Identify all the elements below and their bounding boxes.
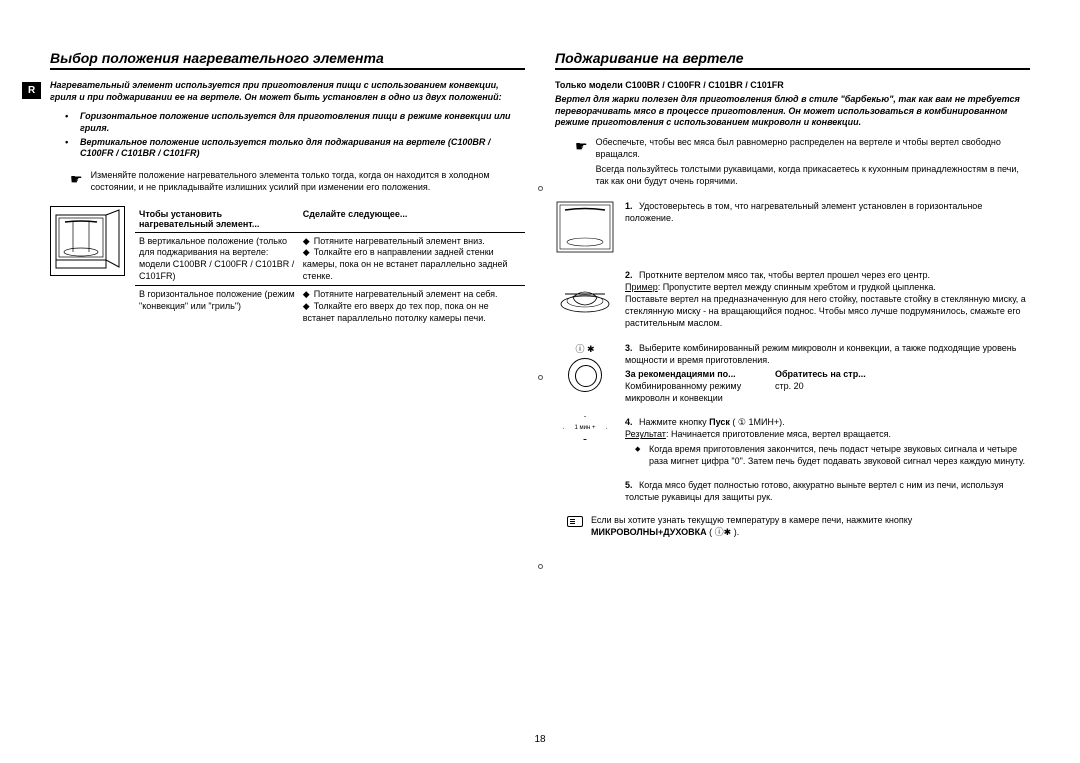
step3-text: Выберите комбинированный режим микроволн… <box>625 343 1016 365</box>
step-4: 1 мин + 4. Нажмите кнопку Пуск ( ① 1МИН+… <box>555 416 1030 467</box>
start-button-icon: 1 мин + <box>563 416 607 440</box>
step4-num: 4. <box>625 417 633 427</box>
left-column: R Выбор положения нагревательного элемен… <box>50 50 525 700</box>
models-line: Только модели C100BR / C100FR / C101BR /… <box>555 80 1030 90</box>
note-end: ( ⓘ✱ ). <box>707 527 740 537</box>
right-intro: Вертел для жарки полезен для приготовлен… <box>555 94 1030 129</box>
step4-sub: Когда время приготовления закончится, пе… <box>639 443 1030 467</box>
step4-result-label: Результат <box>625 429 666 439</box>
page-number: 18 <box>534 734 545 745</box>
step3-num: 3. <box>625 343 633 353</box>
step5-text: Когда мясо будет полностью готово, аккур… <box>625 480 1003 502</box>
step-2: 2. Проткните вертелом мясо так, чтобы ве… <box>555 269 1030 330</box>
step1-text: Удостоверьтесь в том, что нагревательный… <box>625 201 982 223</box>
mode-icons: ⓘ ✱ <box>555 342 615 355</box>
step4-a: Нажмите кнопку <box>639 417 709 427</box>
left-table-row: Чтобы установить нагревательный элемент.… <box>50 206 525 328</box>
binder-holes <box>540 60 541 690</box>
pointer-icon: ☛ <box>70 170 83 188</box>
ref-c1: Комбинированному режиму микроволн и конв… <box>625 380 775 404</box>
step2-extra: Поставьте вертел на предназначенную для … <box>625 293 1030 329</box>
step2-example-label: Пример <box>625 282 658 292</box>
note-a: Если вы хотите узнать текущую температур… <box>591 515 912 525</box>
step2-example: : Пропустите вертел между спинным хребто… <box>658 282 936 292</box>
bullet-2: Вертикальное положение используется толь… <box>70 137 525 160</box>
step2-num: 2. <box>625 270 633 280</box>
left-bullets: Горизонтальное положение используется дл… <box>50 111 525 160</box>
right-pointer: ☛ Обеспечьте, чтобы вес мяса был равноме… <box>555 137 1030 188</box>
r2c1: В горизонтальное положение (режим "конве… <box>135 286 299 328</box>
side-tab: R <box>22 82 41 99</box>
left-pointer: ☛ Изменяйте положение нагревательного эл… <box>50 170 525 193</box>
step1-illustration <box>555 200 615 257</box>
r1c2: ◆Потяните нагревательный элемент вниз. ◆… <box>299 232 525 286</box>
bullet-1: Горизонтальное положение используется дл… <box>70 111 525 134</box>
manual-page: R Выбор положения нагревательного элемен… <box>50 50 1030 700</box>
step3-illustration: ⓘ ✱ <box>555 342 615 392</box>
bottom-note: Если вы хотите узнать текущую температур… <box>555 515 1030 538</box>
step2-illustration <box>555 269 615 321</box>
step4-sublist: Когда время приготовления закончится, пе… <box>625 443 1030 467</box>
right-heading: Поджаривание на вертеле <box>555 50 1030 70</box>
left-intro: Нагревательный элемент используется при … <box>50 80 525 103</box>
step4-pusk: Пуск <box>709 417 730 427</box>
right-pointer-1: Обеспечьте, чтобы вес мяса был равномерн… <box>596 137 1030 160</box>
heating-element-table: Чтобы установить нагревательный элемент.… <box>135 206 525 328</box>
left-heading: Выбор положения нагревательного элемента <box>50 50 525 70</box>
r1c1: В вертикальное положение (только для под… <box>135 232 299 286</box>
step-3: ⓘ ✱ 3. Выберите комбинированный режим ми… <box>555 342 1030 405</box>
right-pointer-2: Всегда пользуйтесь толстыми рукавицами, … <box>596 164 1030 187</box>
ref-h1: За рекомендациями по... <box>625 368 775 380</box>
dial-icon <box>568 358 602 392</box>
step5-num: 5. <box>625 480 633 490</box>
step2-text: Проткните вертелом мясо так, чтобы верте… <box>639 270 930 280</box>
right-column: Поджаривание на вертеле Только модели C1… <box>555 50 1030 700</box>
step1-num: 1. <box>625 201 633 211</box>
r2c2: ◆Потяните нагревательный элемент на себя… <box>299 286 525 328</box>
microwave-illustration <box>50 206 125 276</box>
pointer-icon: ☛ <box>575 137 588 155</box>
note-icon <box>567 516 583 527</box>
ref-h2: Обратитесь на стр... <box>775 368 866 380</box>
step-5: 5. Когда мясо будет полностью готово, ак… <box>555 479 1030 503</box>
left-pointer-text: Изменяйте положение нагревательного элем… <box>91 170 525 193</box>
note-btn: МИКРОВОЛНЫ+ДУХОВКА <box>591 527 707 537</box>
step-1: 1. Удостоверьтесь в том, что нагреватель… <box>555 200 1030 257</box>
step4-illustration: 1 мин + <box>555 416 615 440</box>
ref-c2: стр. 20 <box>775 380 804 404</box>
step4-result: : Начинается приготовление мяса, вертел … <box>666 429 891 439</box>
step4-b: ( ① 1МИН+). <box>730 417 785 427</box>
th-1: Чтобы установить нагревательный элемент.… <box>135 206 299 233</box>
th-2: Сделайте следующее... <box>299 206 525 233</box>
